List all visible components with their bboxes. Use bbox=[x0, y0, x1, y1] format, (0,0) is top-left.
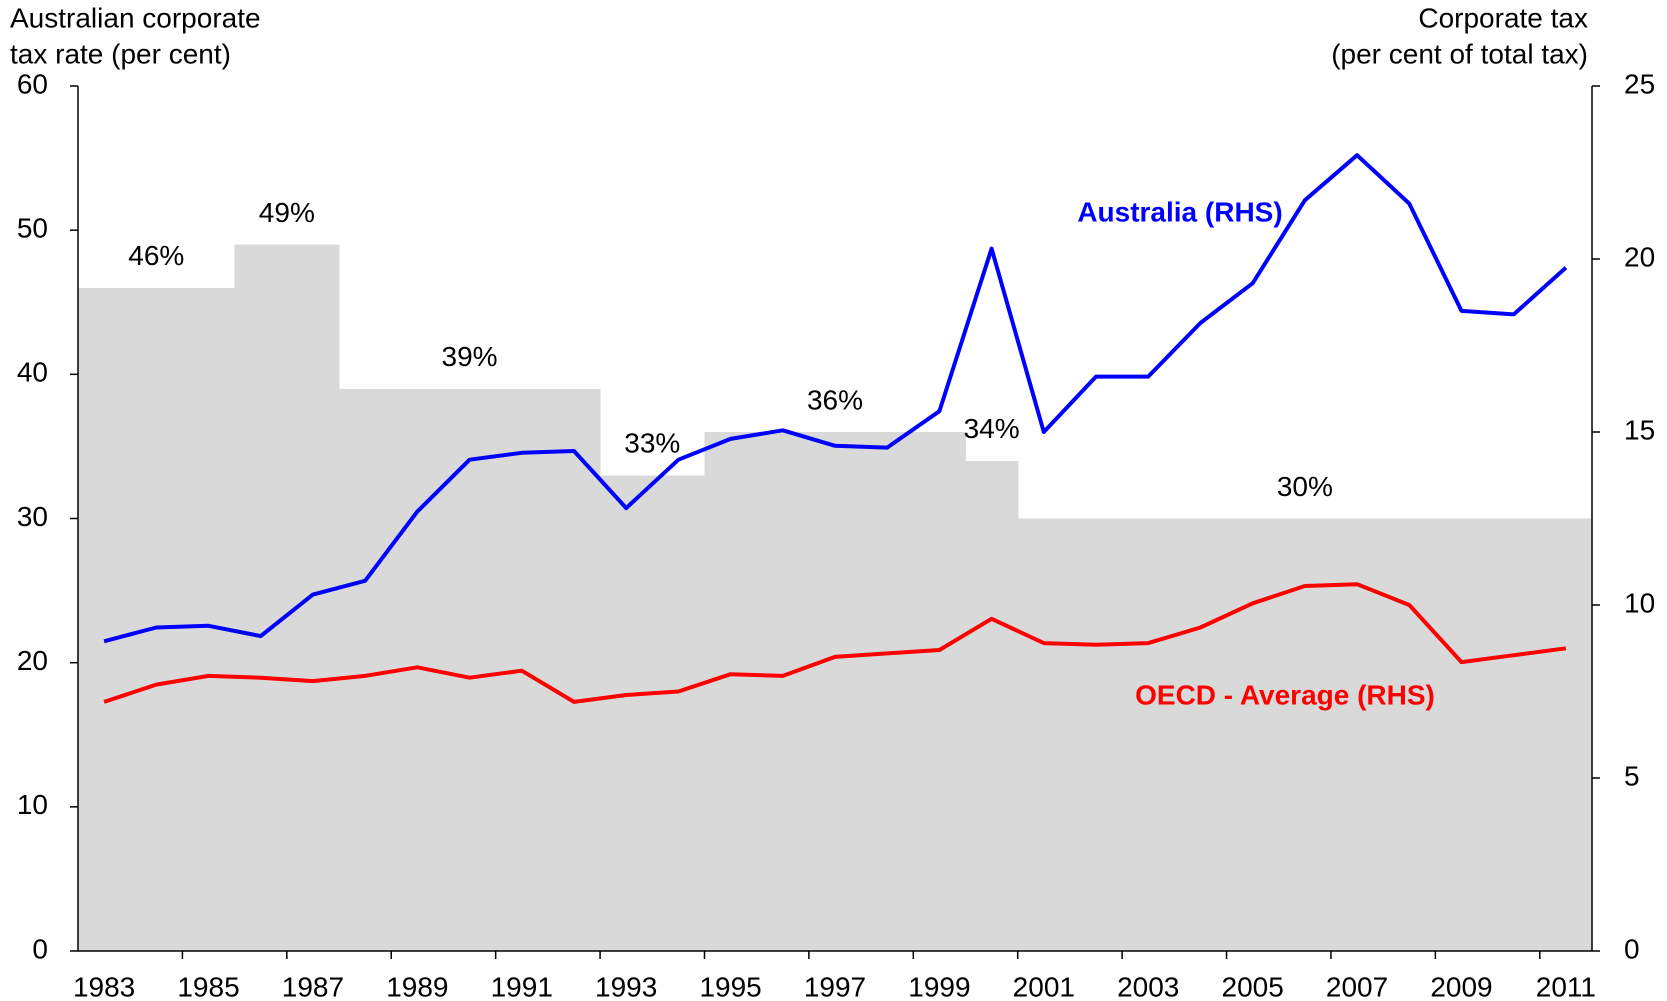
y-tick-label: 30 bbox=[17, 501, 48, 532]
tax-rate-step bbox=[182, 287, 236, 951]
tax-rate-step bbox=[286, 244, 340, 952]
tax-rate-step bbox=[1122, 518, 1175, 951]
tax-rate-step bbox=[547, 388, 601, 951]
x-tick-label: 2011 bbox=[1536, 971, 1596, 1001]
tax-rate-step bbox=[1069, 518, 1123, 951]
tax-rate-step bbox=[1435, 518, 1489, 951]
x-tick-label: 2003 bbox=[1117, 971, 1179, 1001]
tax-rate-step bbox=[339, 388, 392, 951]
tax-rate-step bbox=[704, 432, 758, 951]
y-axis-title: Australian corporate bbox=[10, 2, 261, 33]
series-label: OECD - Average (RHS) bbox=[1135, 679, 1435, 710]
y-tick-label: 20 bbox=[17, 645, 48, 676]
tax-rate-step bbox=[130, 287, 184, 951]
x-tick-label: 1985 bbox=[177, 971, 239, 1001]
x-tick-label: 1997 bbox=[804, 971, 866, 1001]
series-line bbox=[103, 582, 1567, 704]
series-line bbox=[103, 153, 1568, 644]
y-axis-title: tax rate (per cent) bbox=[10, 38, 231, 69]
rate-label: 49% bbox=[259, 197, 315, 228]
x-tick-label: 1999 bbox=[908, 971, 970, 1001]
rate-label: 36% bbox=[807, 384, 863, 415]
tax-rate-step bbox=[1487, 518, 1541, 951]
x-tick-label: 1983 bbox=[73, 971, 135, 1001]
y2-tick-label: 20 bbox=[1624, 241, 1655, 272]
x-tick-label: 1991 bbox=[491, 971, 553, 1001]
x-tick-label: 2001 bbox=[1013, 971, 1075, 1001]
tax-rate-step bbox=[78, 287, 131, 951]
y-tick-label: 40 bbox=[17, 357, 48, 388]
x-tick-label: 1989 bbox=[386, 971, 448, 1001]
tax-rate-step bbox=[756, 432, 810, 951]
tax-rate-step bbox=[1174, 518, 1228, 951]
rate-label: 46% bbox=[128, 240, 184, 271]
x-tick-label: 2009 bbox=[1430, 971, 1492, 1001]
tax-rate-step bbox=[600, 475, 653, 951]
rate-label: 30% bbox=[1277, 471, 1333, 502]
tax-rate-step bbox=[443, 388, 497, 951]
y2-tick-label: 0 bbox=[1624, 933, 1640, 964]
tax-rate-step bbox=[808, 432, 862, 951]
rate-label: 39% bbox=[442, 341, 498, 372]
y-tick-label: 60 bbox=[17, 68, 48, 99]
x-tick-label: 1993 bbox=[595, 971, 657, 1001]
y2-tick-label: 15 bbox=[1624, 414, 1655, 445]
y2-tick-label: 25 bbox=[1624, 68, 1655, 99]
x-tick-label: 2007 bbox=[1326, 971, 1388, 1001]
y-tick-label: 10 bbox=[17, 789, 48, 820]
x-tick-label: 1995 bbox=[699, 971, 761, 1001]
tax-rate-step bbox=[1017, 518, 1071, 951]
series-label: Australia (RHS) bbox=[1077, 196, 1282, 227]
tax-rate-step bbox=[913, 432, 967, 951]
y2-tick-label: 5 bbox=[1624, 760, 1640, 791]
tax-rate-step bbox=[861, 432, 914, 951]
y2-tick-label: 10 bbox=[1624, 587, 1655, 618]
y2-axis-title: Corporate tax bbox=[1418, 2, 1588, 33]
tax-rate-step bbox=[652, 475, 706, 951]
tax-rate-step bbox=[1383, 518, 1436, 951]
rate-label: 33% bbox=[624, 428, 680, 459]
tax-rate-step bbox=[965, 460, 1019, 951]
rate-label: 34% bbox=[964, 413, 1020, 444]
y2-axis-title: (per cent of total tax) bbox=[1331, 38, 1588, 69]
tax-rate-step bbox=[234, 244, 288, 952]
tax-rate-step bbox=[1539, 518, 1593, 951]
x-tick-label: 2005 bbox=[1222, 971, 1284, 1001]
x-tick-label: 1987 bbox=[282, 971, 344, 1001]
y-tick-label: 50 bbox=[17, 213, 48, 244]
tax-rate-step bbox=[1226, 518, 1280, 951]
y-tick-label: 0 bbox=[32, 933, 48, 964]
